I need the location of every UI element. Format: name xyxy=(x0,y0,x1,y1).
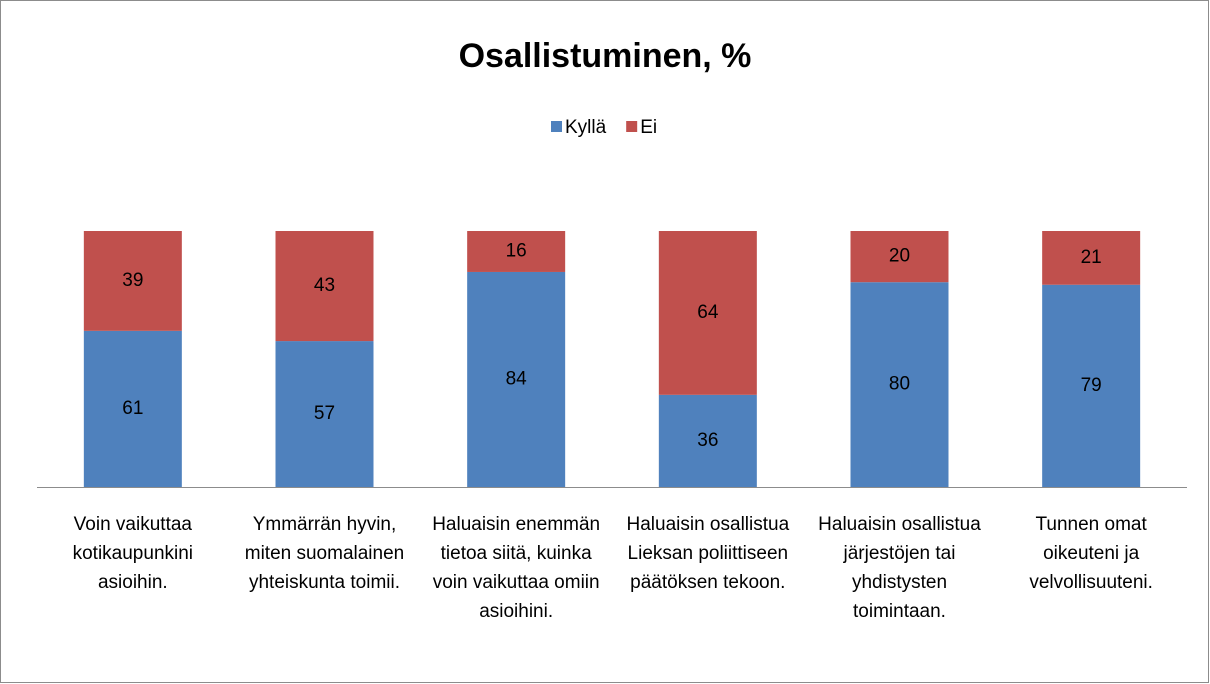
bar-segment xyxy=(83,231,182,331)
data-label: 20 xyxy=(889,246,910,267)
legend-swatch xyxy=(551,121,562,132)
x-tick-label: Ymmärrän hyvin, miten suomalainen yhteis… xyxy=(244,514,405,593)
data-label: 61 xyxy=(122,398,143,419)
bar-segment xyxy=(467,271,566,487)
data-label: 80 xyxy=(889,374,910,395)
bar-segment xyxy=(83,330,182,487)
x-tick-label: Haluaisin osallistua järjestöjen tai yhd… xyxy=(818,514,981,622)
data-label: 43 xyxy=(314,275,335,296)
legend-label: Kyllä xyxy=(565,117,607,138)
data-label: 39 xyxy=(122,270,143,291)
data-label: 64 xyxy=(697,302,719,323)
data-label: 21 xyxy=(1081,247,1102,268)
data-label: 36 xyxy=(697,430,718,451)
chart-title: Osallistuminen, % xyxy=(459,37,752,75)
bar-segment xyxy=(1042,231,1141,285)
data-label: 57 xyxy=(314,403,335,424)
legend-swatch xyxy=(626,121,638,132)
bar-segment xyxy=(467,231,566,272)
data-label: 84 xyxy=(506,368,528,389)
bar-segment xyxy=(658,394,757,487)
bar-segment xyxy=(1042,284,1141,487)
x-tick-label: Voin vaikuttaa kotikaupunkini asioihin. xyxy=(72,514,194,593)
x-tick-label: Haluaisin osallistua Lieksan poliittisee… xyxy=(626,514,790,593)
bar-segment xyxy=(275,231,374,342)
data-label: 79 xyxy=(1081,375,1102,396)
bar-segment xyxy=(658,231,757,395)
bar-segment xyxy=(275,341,374,487)
legend-label: Ei xyxy=(640,117,657,138)
x-tick-label: Haluaisin enemmän tietoa siitä, kuinka v… xyxy=(432,514,601,622)
data-label: 16 xyxy=(506,240,527,261)
bar-segment xyxy=(850,231,949,283)
x-tick-label: Tunnen omat oikeuteni ja velvollisuuteni… xyxy=(1029,514,1153,593)
bar-segment xyxy=(850,282,949,487)
